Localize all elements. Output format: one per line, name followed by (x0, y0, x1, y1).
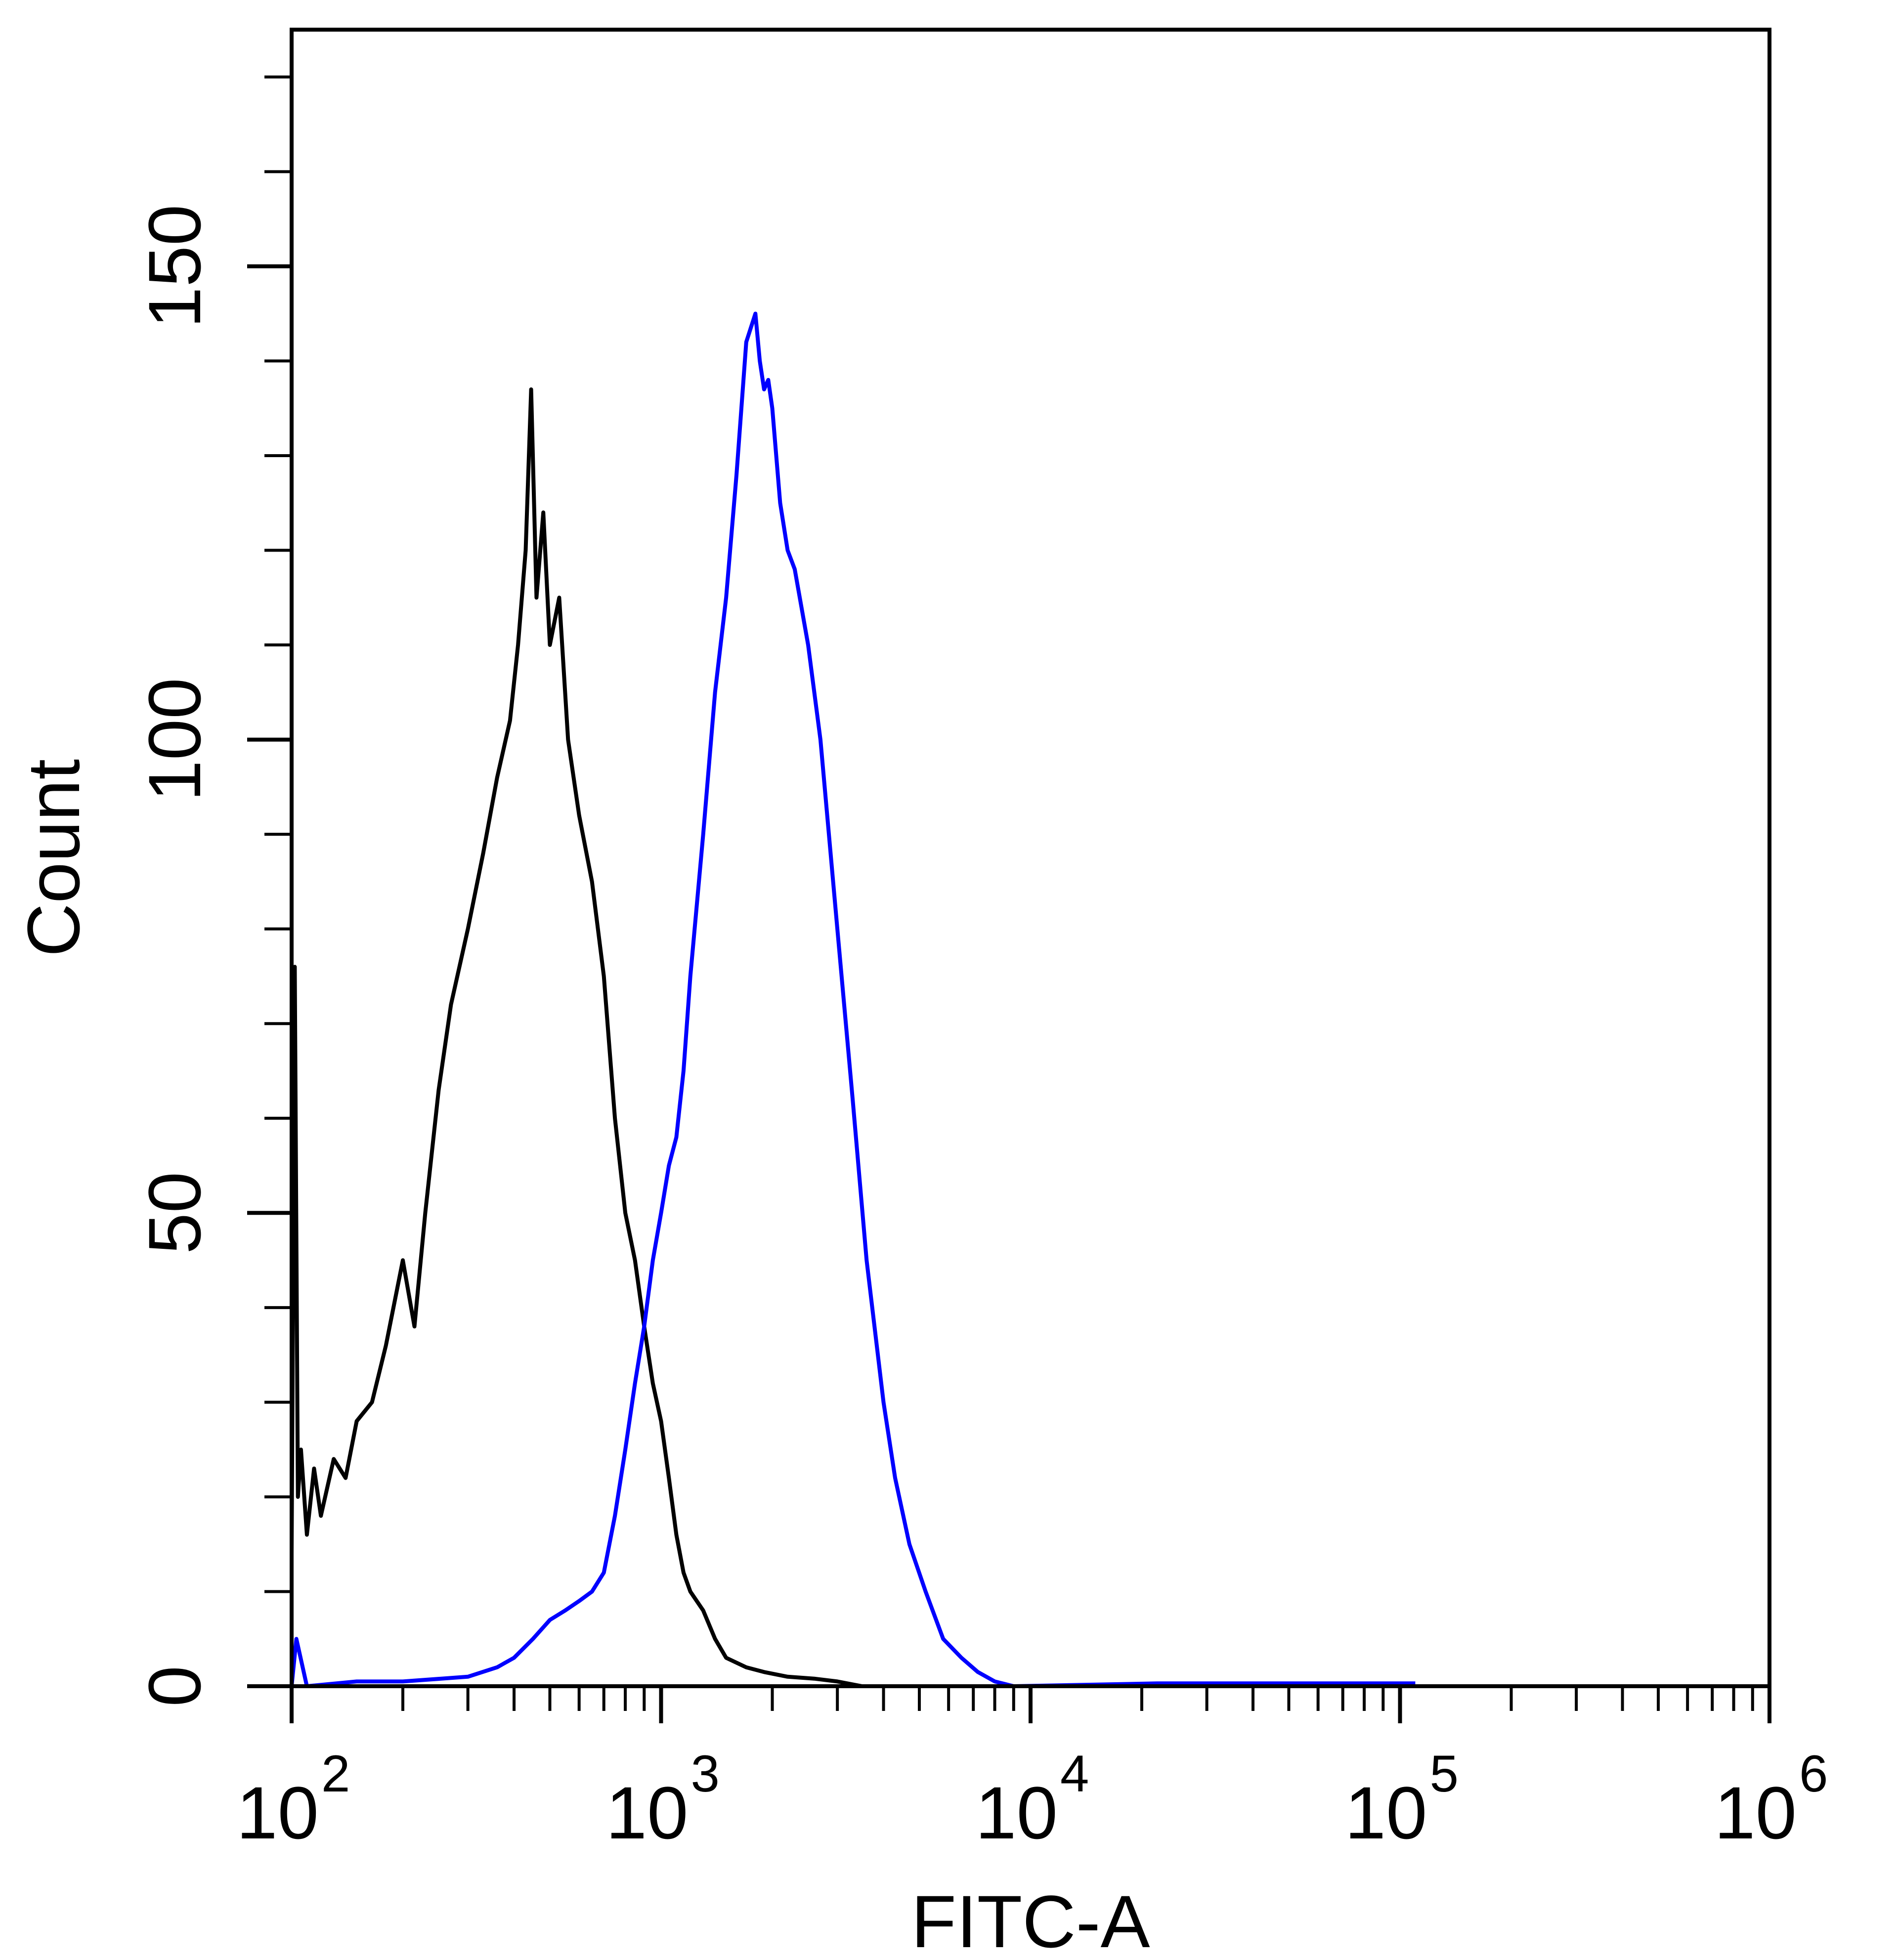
x-axis-label: FITC-A (911, 1880, 1150, 1960)
y-axis-label: Count (12, 759, 95, 957)
x-tick-label-base: 10 (975, 1771, 1058, 1854)
plot-area (290, 311, 1416, 1688)
series-line-2 (290, 311, 1416, 1688)
x-tick-label-exponent: 6 (1799, 1745, 1828, 1803)
x-tick-label-exponent: 3 (691, 1745, 720, 1803)
x-tick-label-base: 10 (236, 1771, 319, 1854)
x-tick-label-2: 10 4 (975, 1745, 1089, 1854)
y-tick-label-2: 100 (133, 678, 216, 801)
x-tick-label-base: 10 (606, 1771, 689, 1854)
x-tick-label-0: 10 2 (236, 1745, 350, 1854)
x-tick-label-base: 10 (1345, 1771, 1427, 1854)
x-tick-label-3: 10 5 (1345, 1745, 1459, 1854)
x-tick-label-base: 10 (1714, 1771, 1797, 1854)
y-tick-label-3: 150 (133, 205, 216, 328)
x-tick-label-1: 10 3 (606, 1745, 720, 1854)
y-axis: 0 50 100 150 (133, 75, 292, 1707)
x-tick-label-exponent: 5 (1430, 1745, 1459, 1803)
x-tick-label-exponent: 4 (1060, 1745, 1089, 1803)
x-tick-label-4: 10 6 (1714, 1745, 1828, 1854)
series-line-1 (290, 387, 863, 1688)
x-axis: 10 2 10 3 10 4 10 5 10 6 (236, 1684, 1828, 1854)
x-tick-label-exponent: 2 (321, 1745, 350, 1803)
y-tick-label-0: 0 (133, 1665, 216, 1706)
y-tick-label-1: 50 (133, 1172, 216, 1254)
